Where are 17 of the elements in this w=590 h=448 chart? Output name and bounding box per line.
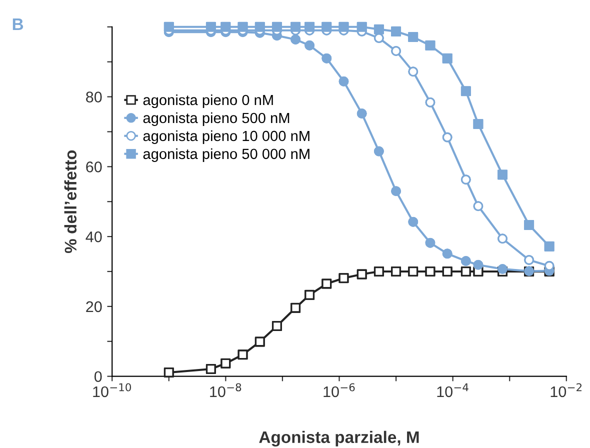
x-tick-label: 10$^{−2}$ [550,383,582,398]
chart-title: B [12,18,24,30]
y-axis-title: % dell’effetto [64,150,77,254]
x-tick-label: 10$^{−4}$ [437,383,468,398]
y-tick-label: 80 [86,92,102,102]
y-tick-label: 40 [86,231,102,242]
x-tick-label: 10$^{−6}$ [324,383,355,398]
legend-label: agonista pieno 10 000 nM [143,130,310,144]
legend-label: agonista pieno 50 000 nM [143,148,310,162]
y-tick-label: 60 [86,162,102,172]
y-tick-label: 20 [86,301,102,312]
x-tick-label: 10$^{−8}$ [210,383,242,398]
x-tick-label: 10$^{−10}$ [93,383,132,398]
x-axis-title: Agonista parziale, M [259,430,419,446]
legend-label: agonista pieno 0 nM [143,94,273,108]
y-tick-label: 0 [94,371,102,382]
legend-label: agonista pieno 500 nM [143,112,290,126]
